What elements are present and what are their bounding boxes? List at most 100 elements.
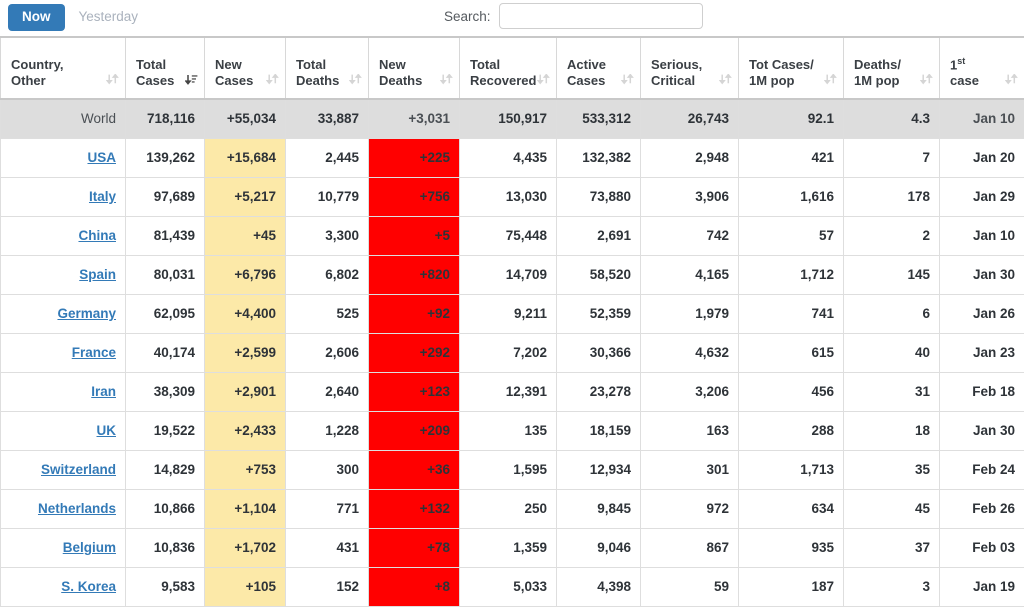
column-header-tot-cases-1m-pop[interactable]: Tot Cases/1M pop (738, 36, 844, 100)
cell-new-deaths: +292 (368, 332, 460, 373)
table-row: Germany 62,095 +4,400 525 +92 9,211 52,359 1,97… (0, 293, 1024, 334)
table-row: Switzerland 14,829 +753 300 +36 1,595 12,934 30… (0, 449, 1024, 490)
cell-country: Spain (0, 254, 126, 295)
sort-both-icon[interactable] (537, 74, 550, 87)
cell-new-cases: +1,702 (204, 527, 286, 568)
cell-deaths-per-1m: 145 (843, 254, 940, 295)
header-line-2: Recovered (470, 73, 537, 88)
column-header-total-recovered[interactable]: Total Recovered (459, 36, 557, 100)
header-line-1: Active (567, 57, 607, 72)
table-row: France 40,174 +2,599 2,606 +292 7,202 30,366 4,… (0, 332, 1024, 373)
cell-new-cases: +5,217 (204, 176, 286, 217)
cell-deaths-per-1m: 7 (843, 137, 940, 178)
cell-first-case: Jan 10 (939, 215, 1024, 256)
table-row: Belgium 10,836 +1,702 431 +78 1,359 9,046 867 93… (0, 527, 1024, 568)
country-link-netherlands[interactable]: Netherlands (37, 501, 116, 516)
cell-deaths-per-1m: 6 (843, 293, 940, 334)
cell-cases-per-1m: 288 (738, 410, 844, 451)
table-row: UK 19,522 +2,433 1,228 +209 135 18,159 163 288 18… (0, 410, 1024, 451)
cell-total-deaths: 2,445 (285, 137, 369, 178)
column-header-serious-critical[interactable]: Serious, Critical (640, 36, 739, 100)
cell-total-cases: 97,689 (125, 176, 205, 217)
tab-now[interactable]: Now (8, 4, 65, 31)
cell-new-deaths: +820 (368, 254, 460, 295)
cell-serious-critical: 301 (640, 449, 739, 490)
cell-cases-per-1m: 1,712 (738, 254, 844, 295)
country-link-switzerland[interactable]: Switzerland (40, 462, 116, 477)
cell-first-case: Jan 29 (939, 176, 1024, 217)
covid-table-container[interactable]: Country, Other Total Cases New Cases Total Deat… (0, 36, 1024, 616)
cell-total-deaths: 525 (285, 293, 369, 334)
cell-deaths-per-1m: 40 (843, 332, 940, 373)
column-header-deaths-1m-pop[interactable]: Deaths/1M pop (843, 36, 940, 100)
cell-total-cases: 718,116 (125, 98, 205, 139)
header-text: Country, Other (11, 57, 117, 89)
cell-serious-critical: 4,632 (640, 332, 739, 373)
cell-first-case: Jan 23 (939, 332, 1024, 373)
country-link-belgium[interactable]: Belgium (62, 540, 116, 555)
header-text: Serious, Critical (651, 57, 730, 89)
cell-new-cases: +4,400 (204, 293, 286, 334)
column-header-new-cases[interactable]: New Cases (204, 36, 286, 100)
header-text: Total Recovered (470, 57, 548, 89)
country-link-uk[interactable]: UK (96, 423, 117, 438)
header-line-2: Cases (215, 73, 254, 88)
cell-new-cases: +1,104 (204, 488, 286, 529)
sort-both-icon[interactable] (824, 74, 837, 87)
sort-both-icon[interactable] (920, 74, 933, 87)
country-link-s-korea[interactable]: S. Korea (61, 579, 116, 594)
cell-deaths-per-1m: 178 (843, 176, 940, 217)
sort-both-icon[interactable] (349, 74, 362, 87)
cell-total-cases: 10,866 (125, 488, 205, 529)
toolbar: Now Yesterday Search: (0, 0, 1024, 36)
cell-total-recovered: 250 (459, 488, 557, 529)
country-link-iran[interactable]: Iran (91, 384, 116, 399)
sort-both-icon[interactable] (440, 74, 453, 87)
country-link-china[interactable]: China (78, 228, 116, 243)
cell-total-deaths: 431 (285, 527, 369, 568)
column-header-active-cases[interactable]: Active Cases (556, 36, 641, 100)
cell-new-cases: +6,796 (204, 254, 286, 295)
cell-deaths-per-1m: 18 (843, 410, 940, 451)
sort-both-icon[interactable] (266, 74, 279, 87)
table-row: S. Korea 9,583 +105 152 +8 5,033 4,398 59 187 3 Ja… (0, 566, 1024, 607)
header-text: Total Cases (136, 57, 196, 89)
header-line-2: Cases (567, 73, 606, 88)
cell-cases-per-1m: 935 (738, 527, 844, 568)
cell-new-deaths: +132 (368, 488, 460, 529)
sort-descending-icon[interactable] (185, 74, 198, 87)
column-header-country-other[interactable]: Country, Other (0, 36, 126, 100)
cell-cases-per-1m: 421 (738, 137, 844, 178)
column-header-total-deaths[interactable]: Total Deaths (285, 36, 369, 100)
column-header-total-cases[interactable]: Total Cases (125, 36, 205, 100)
column-header-new-deaths[interactable]: New Deaths (368, 36, 460, 100)
sort-both-icon[interactable] (621, 74, 634, 87)
sort-both-icon[interactable] (106, 74, 119, 87)
column-header-1st-case[interactable]: 1st case (939, 36, 1024, 100)
header-line-1: Tot Cases/ (749, 57, 814, 72)
cell-active-cases: 58,520 (556, 254, 641, 295)
country-link-germany[interactable]: Germany (57, 306, 116, 321)
search-input[interactable] (498, 3, 703, 29)
cell-first-case: Feb 24 (939, 449, 1024, 490)
cell-total-recovered: 14,709 (459, 254, 557, 295)
country-link-usa[interactable]: USA (87, 150, 116, 165)
cell-new-deaths: +123 (368, 371, 460, 412)
country-link-spain[interactable]: Spain (79, 267, 116, 282)
header-line-1: Deaths/ (854, 57, 901, 72)
cell-country: France (0, 332, 126, 373)
cell-serious-critical: 1,979 (640, 293, 739, 334)
cell-total-recovered: 150,917 (459, 98, 557, 139)
country-link-france[interactable]: France (71, 345, 116, 360)
cell-total-cases: 14,829 (125, 449, 205, 490)
cell-new-cases: +105 (204, 566, 286, 607)
cell-new-cases: +55,034 (204, 98, 286, 139)
table-row: Netherlands 10,866 +1,104 771 +132 250 9,845 97… (0, 488, 1024, 529)
sort-both-icon[interactable] (1005, 74, 1018, 87)
cell-serious-critical: 3,206 (640, 371, 739, 412)
tab-yesterday[interactable]: Yesterday (78, 9, 139, 24)
sort-both-icon[interactable] (719, 74, 732, 87)
cell-cases-per-1m: 1,616 (738, 176, 844, 217)
cell-total-deaths: 3,300 (285, 215, 369, 256)
country-link-italy[interactable]: Italy (88, 189, 116, 204)
